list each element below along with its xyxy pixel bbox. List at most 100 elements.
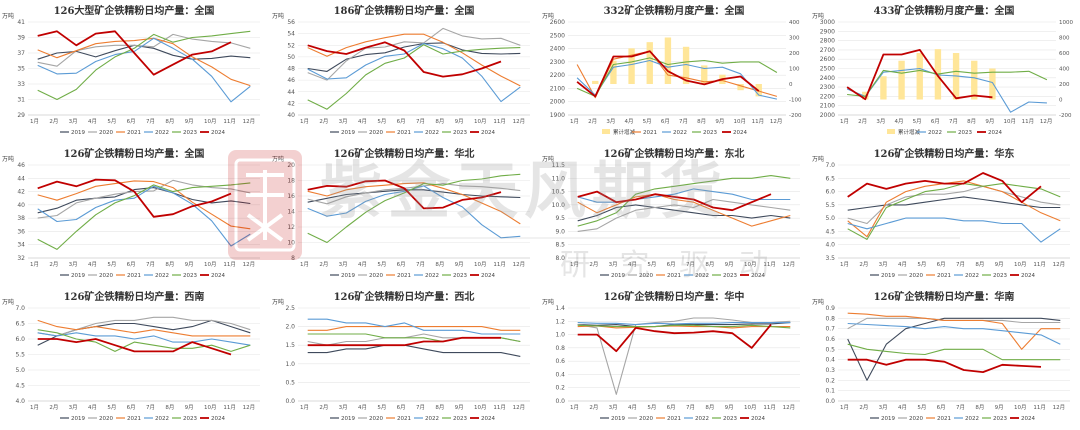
y-tick-label: 12 [287, 224, 295, 231]
legend-label: 2023 [183, 416, 197, 422]
y2-tick-label: 0 [1059, 98, 1063, 104]
x-tick-label: 7月 [146, 261, 155, 268]
legend-label: 2023 [183, 273, 197, 279]
legend-label: 2019 [881, 416, 895, 422]
legend-label: 2019 [341, 416, 355, 422]
unit-label: 万吨 [812, 155, 824, 163]
bar-累计增减 [898, 60, 905, 100]
y-tick-label: 35 [17, 66, 25, 73]
unit-label: 万吨 [542, 12, 554, 20]
chart-title: 126矿企铁精粉日均产量：华东 [873, 149, 1015, 160]
x-tick-label: 5月 [917, 261, 926, 268]
chart-title: 126矿企铁精粉日均产量：华中 [603, 292, 745, 303]
x-tick-label: 9月 [715, 118, 724, 125]
x-tick-label: 10月 [744, 261, 757, 268]
y-tick-label: 6.5 [15, 321, 25, 328]
y-tick-label: 1.2 [555, 318, 565, 325]
x-tick-label: 11月 [752, 118, 765, 125]
y-tick-label: 4.5 [825, 228, 835, 235]
series-line-2024 [37, 338, 232, 356]
y-tick-label: 2400 [550, 46, 565, 53]
series-line-2023 [576, 57, 778, 97]
legend-label: 2023 [723, 273, 737, 279]
series-line-2024 [37, 178, 232, 218]
y-tick-label: 32 [17, 255, 25, 262]
x-tick-label: 2月 [49, 404, 58, 411]
chart-title: 126矿企铁精粉日均产量：西南 [63, 292, 205, 303]
x-tick-label: 6月 [127, 261, 136, 268]
legend-label: 2021 [397, 130, 411, 136]
chart-svg: 万吨 8.0 8.5 9.0 9.5 10.0 10.5 11.0 11.5 1月 2月 3月 4月 5月… [542, 155, 800, 279]
unit-label: 万吨 [812, 298, 824, 306]
y2-tick-label: 200 [1059, 82, 1070, 88]
chart-svg: 万吨 29 31 33 35 37 39 41 1月 2月 3月 4月 5月 6月 7月 8月 9月 10月 11月… [2, 12, 260, 136]
series-line-2024 [576, 50, 760, 98]
x-tick-label: 3月 [876, 118, 885, 125]
x-tick-label: 11月 [1033, 261, 1046, 268]
y-tick-label: 48 [287, 66, 295, 73]
x-tick-label: 1月 [840, 404, 849, 411]
series-line-2019 [847, 317, 1061, 381]
x-tick-label: 11月 [1033, 404, 1046, 411]
x-tick-label: 9月 [455, 404, 464, 411]
chart-title: 433矿企铁精粉月度产量：全国 [873, 6, 1015, 17]
y-tick-label: 18 [287, 178, 295, 185]
bar-累计增减 [646, 42, 653, 84]
x-tick-label: 5月 [377, 404, 386, 411]
x-tick-label: 1月 [300, 404, 309, 411]
legend-label: 2021 [397, 416, 411, 422]
x-tick-label: 7月 [679, 118, 688, 125]
x-tick-label: 12月 [1053, 261, 1066, 268]
series-line-2023 [577, 175, 791, 227]
x-tick-label: 3月 [609, 404, 618, 411]
legend-label: 2019 [881, 273, 895, 279]
chart-panel-c7: 126矿企铁精粉日均产量：东北 万吨 8.0 8.5 9.0 9.5 10.0 10.5 11.… [540, 143, 808, 284]
x-tick-label: 11月 [493, 261, 506, 268]
series-line-2022 [307, 318, 521, 335]
x-tick-label: 11月 [223, 404, 236, 411]
y-tick-label: 2500 [550, 32, 565, 39]
x-tick-label: 9月 [725, 404, 734, 411]
series-line-2022 [37, 37, 251, 103]
series-line-2022 [847, 217, 1061, 243]
series-line-2022 [577, 322, 791, 326]
x-tick-label: 10月 [734, 118, 747, 125]
x-tick-label: 9月 [455, 261, 464, 268]
y-tick-label: 0.0 [555, 398, 565, 405]
x-tick-label: 8月 [705, 261, 714, 268]
x-tick-label: 2月 [319, 404, 328, 411]
legend-swatch [887, 129, 895, 134]
series-line-2023 [37, 182, 251, 250]
legend-label: 2020 [639, 273, 653, 279]
x-tick-label: 8月 [435, 261, 444, 268]
legend-label: 2024 [733, 130, 747, 136]
unit-label: 万吨 [2, 155, 14, 163]
chart-title: 126矿企铁精粉日均产量：东北 [603, 149, 745, 160]
x-tick-label: 2月 [319, 118, 328, 125]
y-tick-label: 0.7 [825, 326, 835, 333]
series-line-2023 [37, 329, 251, 352]
x-tick-label: 10月 [204, 118, 217, 125]
series-line-2023 [847, 69, 1048, 97]
x-tick-label: 6月 [931, 118, 940, 125]
x-tick-label: 8月 [975, 404, 984, 411]
y-tick-label: 2.0 [285, 324, 295, 331]
y-tick-label: 0.4 [555, 371, 565, 378]
chart-panel-c9: 126矿企铁精粉日均产量：西南 万吨 4.0 4.5 5.0 5.5 6.0 6.5 7.0 1月… [0, 286, 268, 427]
x-tick-label: 11月 [763, 404, 776, 411]
series-line-2022 [847, 322, 1061, 345]
legend-label: 2022 [965, 273, 979, 279]
y2-tick-label: 0 [789, 82, 793, 88]
y-tick-label: 0.2 [555, 385, 565, 392]
legend-swatch [602, 129, 610, 134]
chart-svg: 万吨 0.0 0.1 0.2 0.3 0.4 0.5 0.6 0.7 0.8 0.9 1月 2月 3月 4月… [812, 298, 1070, 422]
legend-label: 2022 [928, 130, 942, 136]
series-line-2021 [577, 193, 791, 227]
chart-svg: 万吨 4.0 4.5 5.0 5.5 6.0 6.5 7.0 1月 2月 3月 4月 5月 6月 7月 8月 9… [2, 298, 260, 422]
y-tick-label: 10.0 [552, 202, 566, 209]
x-tick-label: 3月 [879, 404, 888, 411]
series-line-2024 [307, 179, 502, 210]
legend-label: 2020 [99, 273, 113, 279]
legend-label: 2019 [71, 273, 85, 279]
bar-累计增减 [989, 68, 996, 100]
